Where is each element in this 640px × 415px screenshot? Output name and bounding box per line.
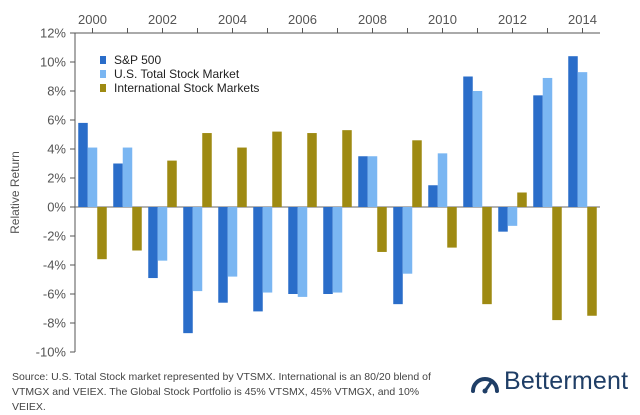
y-tick-label: -10% (36, 345, 67, 360)
y-axis-label: Relative Return (8, 151, 22, 234)
x-tick-label: 2004 (218, 12, 247, 27)
bar-2009-series-0 (393, 207, 403, 305)
legend-swatch (100, 56, 106, 64)
bar-2001-series-2 (132, 207, 142, 251)
bar-2002-series-1 (157, 207, 168, 261)
bar-2004-series-0 (218, 207, 228, 303)
bar-2000-series-1 (87, 147, 98, 207)
bar-2003-series-2 (202, 133, 212, 207)
y-tick-label: -2% (43, 229, 67, 244)
legend-label: International Stock Markets (114, 81, 259, 95)
bar-2014-series-0 (568, 56, 578, 208)
bar-2010-series-1 (437, 153, 448, 207)
bar-2006-series-0 (288, 207, 298, 294)
bar-2003-series-0 (183, 207, 193, 334)
bar-2005-series-0 (253, 207, 263, 312)
bar-2008-series-1 (367, 156, 378, 207)
bar-2011-series-2 (482, 207, 492, 305)
source-footnote: Source: U.S. Total Stock market represen… (12, 370, 452, 415)
bar-2010-series-0 (428, 185, 438, 207)
bar-2012-series-2 (517, 192, 527, 207)
bar-2009-series-2 (412, 140, 422, 207)
bar-2011-series-0 (463, 76, 473, 207)
footnote-line-1: Source: U.S. Total Stock market represen… (12, 371, 431, 383)
gauge-icon (471, 376, 499, 393)
bar-2005-series-2 (272, 131, 282, 207)
bar-2006-series-1 (297, 207, 308, 297)
brand-name: Betterment (504, 367, 629, 395)
y-tick-label: 12% (40, 26, 66, 41)
bar-2002-series-2 (167, 160, 177, 207)
bar-2001-series-0 (113, 163, 123, 207)
bar-2010-series-2 (447, 207, 457, 248)
x-tick-label: 2008 (358, 12, 387, 27)
legend-swatch (100, 84, 106, 92)
bar-2007-series-1 (332, 207, 343, 293)
y-tick-label: 6% (47, 113, 66, 128)
bar-2007-series-2 (342, 130, 352, 207)
bar-2007-series-0 (323, 207, 333, 294)
bar-2011-series-1 (472, 91, 483, 207)
bar-2013-series-0 (533, 95, 543, 207)
y-tick-label: -8% (43, 316, 67, 331)
y-tick-label: -4% (43, 258, 67, 273)
bar-2008-series-2 (377, 207, 387, 252)
x-tick-label: 2010 (428, 12, 457, 27)
y-tick-label: 4% (47, 142, 66, 157)
bar-2009-series-1 (402, 207, 413, 274)
x-tick-label: 2012 (498, 12, 527, 27)
x-tick-label: 2006 (288, 12, 317, 27)
bar-2012-series-1 (507, 207, 518, 226)
bar-2004-series-2 (237, 147, 247, 207)
bar-2008-series-0 (358, 156, 368, 207)
y-tick-label: 8% (47, 84, 66, 99)
chart-axes: 12% 10% 8% 6% 4% 2% 0% -2% -4% -6% -8% -10% Relative… (8, 12, 600, 360)
bar-2014-series-2 (587, 207, 597, 316)
bar-2005-series-1 (262, 207, 273, 293)
x-tick-label: 2002 (148, 12, 177, 27)
bar-2014-series-1 (577, 72, 588, 208)
y-tick-label: -6% (43, 287, 67, 302)
chart-bars (78, 56, 597, 334)
legend-swatch (100, 70, 106, 78)
x-tick-label: 2000 (78, 12, 107, 27)
y-tick-label: 0% (47, 200, 66, 215)
legend-label: S&P 500 (114, 53, 161, 67)
bar-2002-series-0 (148, 207, 158, 279)
bar-2000-series-0 (78, 122, 88, 207)
y-tick-label: 2% (47, 171, 66, 186)
bar-2013-series-1 (542, 77, 553, 207)
y-tick-label: 10% (40, 55, 66, 70)
bar-2001-series-1 (122, 147, 133, 207)
bar-2004-series-1 (227, 207, 238, 277)
footnote-line-2: VTMGX and VEIEX. The Global Stock Portfo… (12, 386, 420, 413)
legend-label: U.S. Total Stock Market (114, 67, 240, 81)
x-tick-label: 2014 (568, 12, 597, 27)
bar-2000-series-2 (97, 207, 107, 260)
relative-return-chart: 12% 10% 8% 6% 4% 2% 0% -2% -4% -6% -8% -10% Relative… (8, 12, 600, 360)
bar-2012-series-0 (498, 207, 508, 232)
bar-2006-series-2 (307, 133, 317, 207)
brand-logo: Betterment (470, 367, 628, 396)
bar-2013-series-2 (552, 207, 562, 321)
bar-2003-series-1 (192, 207, 203, 292)
